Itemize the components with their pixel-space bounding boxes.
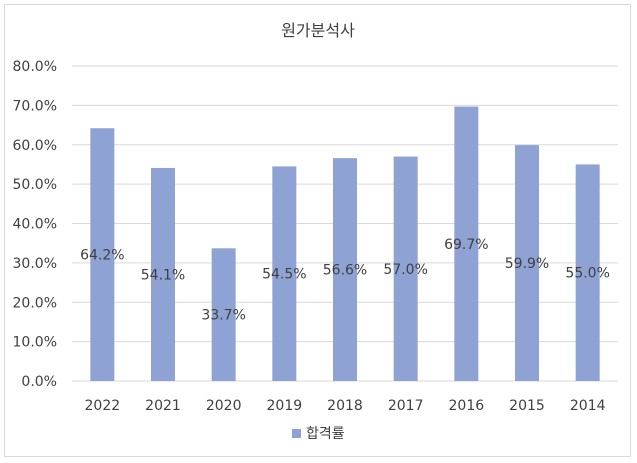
legend: 합격률 [292, 426, 345, 442]
x-tick-label: 2017 [388, 398, 424, 414]
y-tick-label: 30.0% [13, 256, 57, 272]
y-tick-label: 60.0% [13, 138, 57, 154]
bar [393, 156, 418, 381]
bar [333, 158, 357, 381]
x-tick-label: 2015 [509, 398, 545, 414]
y-axis: 0.0% 10.0% 20.0% 30.0% 40.0% 50.0% 60.0% 70.0% 8… [13, 59, 57, 390]
x-tick-label: 2014 [570, 398, 606, 414]
y-tick-label: 50.0% [13, 177, 57, 193]
y-tick-label: 10.0% [13, 335, 57, 351]
x-tick-label: 2019 [267, 398, 303, 414]
data-labels: 64.2% 54.1% 33.7% 54.5% 56.6% 57.0% 69.7% 59.9%… [80, 237, 610, 324]
data-label: 57.0% [383, 262, 427, 278]
bar [90, 128, 115, 381]
bar [151, 167, 175, 381]
x-axis: 2022 2021 2020 2019 2018 2017 2016 2015 2014 [85, 398, 606, 414]
data-label: 69.7% [444, 237, 488, 253]
bar [211, 248, 236, 381]
bar [272, 166, 297, 381]
data-label: 56.6% [323, 263, 367, 279]
y-tick-label: 40.0% [13, 217, 57, 233]
bar [575, 164, 600, 381]
data-label: 33.7% [201, 308, 245, 324]
y-tick-label: 0.0% [21, 374, 57, 390]
x-tick-label: 2016 [449, 398, 485, 414]
x-tick-label: 2022 [85, 398, 121, 414]
x-tick-label: 2020 [206, 398, 242, 414]
y-tick-label: 80.0% [13, 59, 57, 75]
y-tick-label: 20.0% [13, 295, 57, 311]
x-tick-label: 2021 [145, 398, 181, 414]
data-label: 55.0% [565, 266, 609, 282]
legend-swatch [292, 429, 301, 438]
data-label: 59.9% [505, 256, 549, 272]
bar [454, 106, 479, 382]
data-label: 54.1% [141, 267, 185, 283]
data-label: 54.5% [262, 267, 306, 283]
data-label: 64.2% [80, 248, 124, 264]
bar [515, 145, 539, 381]
bars [90, 106, 600, 382]
x-tick-label: 2018 [327, 398, 363, 414]
chart-title: 원가분석사 [281, 21, 355, 40]
legend-label: 합격률 [306, 426, 345, 442]
y-tick-label: 70.0% [13, 98, 57, 114]
